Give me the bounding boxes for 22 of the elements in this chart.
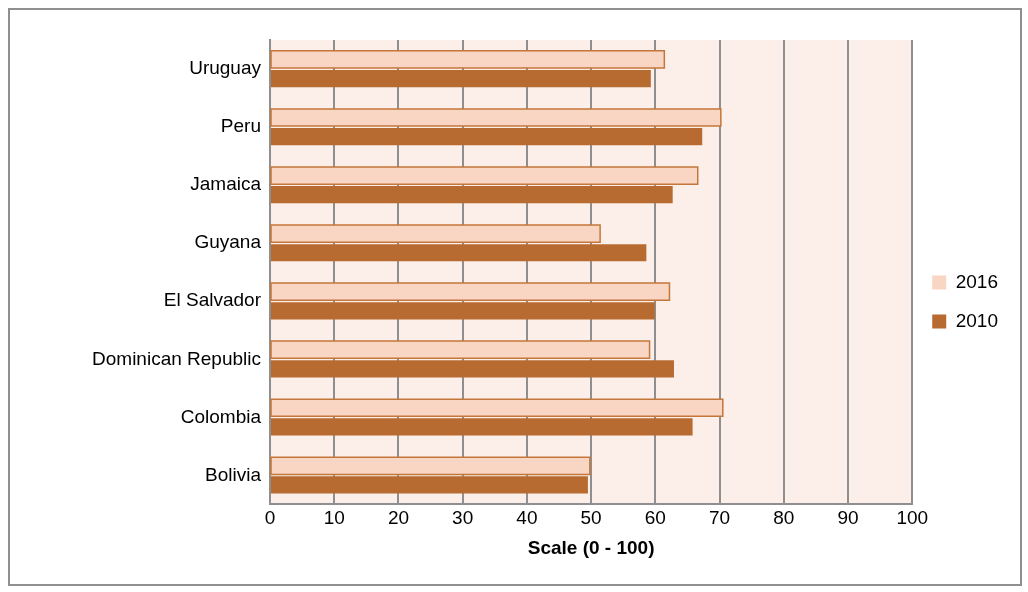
x-tick-label: 10: [323, 507, 345, 529]
x-tick-label: 70: [708, 507, 731, 529]
y-tick-label: Colombia: [180, 405, 262, 427]
x-tick-label: 80: [773, 507, 795, 529]
x-tick-label: 50: [580, 507, 602, 529]
x-tick-label: 100: [896, 507, 929, 529]
x-tick-label: 60: [644, 507, 666, 529]
y-tick-label: Jamaica: [190, 173, 262, 195]
legend-label: 2016: [955, 270, 999, 292]
y-tick-label: Guyana: [194, 231, 262, 253]
y-tick-label: Peru: [220, 115, 261, 137]
y-tick-label: Dominican Republic: [92, 347, 261, 369]
x-tick-label: 20: [387, 507, 410, 529]
y-tick-label: El Salvador: [163, 289, 262, 311]
y-tick-label: Uruguay: [189, 57, 262, 79]
x-tick-label: 30: [452, 507, 474, 529]
x-tick-label: 40: [516, 507, 538, 529]
x-tick-label: 90: [837, 507, 859, 529]
y-tick-label: Bolivia: [205, 463, 262, 485]
x-tick-label: 0: [264, 507, 276, 529]
x-axis-title: Scale (0 - 100): [527, 536, 655, 558]
legend-label: 2010: [955, 309, 999, 331]
